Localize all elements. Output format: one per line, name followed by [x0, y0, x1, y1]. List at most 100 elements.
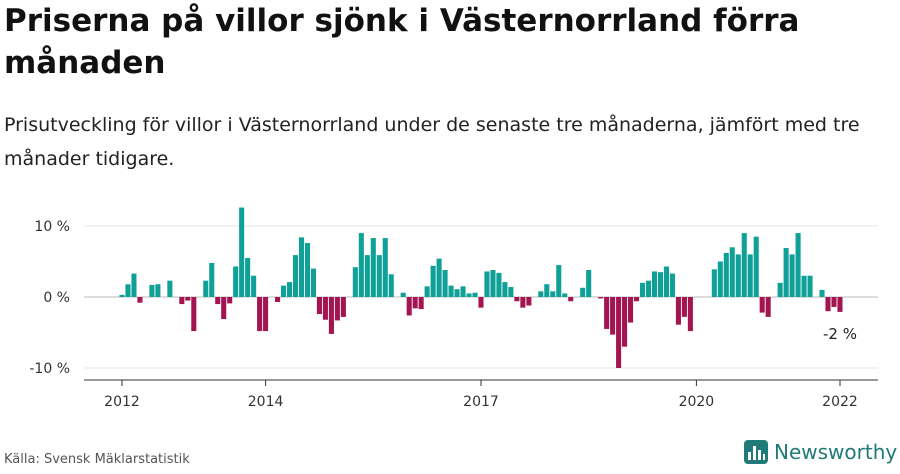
bar[interactable]: [209, 262, 215, 297]
bar[interactable]: [137, 297, 143, 303]
bar[interactable]: [717, 261, 723, 298]
bar[interactable]: [406, 297, 412, 316]
bar[interactable]: [735, 254, 741, 297]
bar[interactable]: [675, 297, 681, 325]
bar[interactable]: [382, 238, 388, 297]
bar[interactable]: [616, 297, 622, 368]
bar[interactable]: [245, 257, 251, 297]
bar[interactable]: [610, 297, 616, 335]
bar[interactable]: [687, 297, 693, 332]
bar[interactable]: [669, 273, 675, 297]
bar[interactable]: [657, 272, 664, 297]
bar[interactable]: [490, 270, 496, 297]
bar[interactable]: [442, 270, 448, 297]
bar[interactable]: [645, 280, 652, 297]
bar[interactable]: [388, 274, 394, 297]
bar[interactable]: [466, 293, 472, 297]
bar[interactable]: [424, 286, 430, 297]
bar[interactable]: [472, 292, 478, 297]
bar[interactable]: [622, 297, 628, 347]
bar[interactable]: [538, 291, 544, 297]
bar[interactable]: [544, 284, 550, 297]
bar[interactable]: [711, 269, 717, 297]
bar[interactable]: [448, 285, 454, 297]
bar[interactable]: [747, 254, 753, 297]
bar[interactable]: [275, 297, 281, 302]
bar[interactable]: [340, 297, 346, 317]
bar[interactable]: [663, 266, 669, 297]
bar[interactable]: [741, 233, 747, 297]
bar[interactable]: [604, 297, 610, 329]
bar[interactable]: [550, 291, 556, 297]
bar[interactable]: [478, 297, 484, 308]
bar[interactable]: [520, 297, 526, 308]
bar[interactable]: [167, 280, 173, 297]
bar[interactable]: [568, 297, 574, 302]
bar[interactable]: [765, 297, 771, 317]
bar[interactable]: [125, 284, 131, 297]
bar[interactable]: [203, 280, 209, 297]
bar[interactable]: [239, 207, 245, 297]
bar[interactable]: [526, 297, 532, 306]
bar[interactable]: [753, 236, 759, 297]
bar[interactable]: [131, 273, 137, 297]
bar[interactable]: [281, 285, 287, 297]
bar[interactable]: [783, 248, 789, 297]
bar[interactable]: [286, 282, 293, 297]
bar[interactable]: [179, 297, 185, 305]
bar[interactable]: [831, 297, 837, 307]
bar[interactable]: [298, 237, 305, 297]
bar[interactable]: [634, 297, 640, 302]
bar[interactable]: [484, 271, 490, 297]
bar[interactable]: [562, 293, 568, 297]
bar[interactable]: [400, 292, 406, 297]
bar[interactable]: [155, 284, 161, 297]
bar[interactable]: [819, 289, 825, 297]
bar[interactable]: [430, 265, 436, 297]
bar[interactable]: [418, 297, 424, 310]
bar[interactable]: [364, 255, 370, 297]
bar[interactable]: [352, 267, 358, 297]
bar[interactable]: [496, 272, 502, 297]
bar[interactable]: [639, 282, 646, 297]
bar[interactable]: [316, 297, 322, 315]
bar[interactable]: [322, 297, 328, 320]
bar[interactable]: [227, 297, 233, 304]
bar[interactable]: [191, 297, 197, 332]
bar[interactable]: [436, 258, 442, 297]
bar[interactable]: [586, 270, 592, 297]
bar[interactable]: [508, 287, 514, 297]
bar[interactable]: [310, 268, 316, 297]
bar[interactable]: [795, 233, 801, 297]
brand-logo[interactable]: Newsworthy: [744, 440, 897, 464]
bar[interactable]: [215, 297, 221, 305]
bar[interactable]: [681, 297, 687, 317]
bar[interactable]: [119, 294, 125, 297]
bar[interactable]: [454, 289, 460, 297]
bar[interactable]: [628, 297, 634, 323]
bar[interactable]: [759, 297, 765, 313]
bar[interactable]: [514, 297, 520, 302]
bar[interactable]: [412, 297, 418, 309]
bar[interactable]: [263, 297, 269, 332]
bar[interactable]: [358, 233, 364, 297]
bar[interactable]: [221, 297, 227, 320]
bar[interactable]: [825, 297, 831, 312]
bar[interactable]: [723, 252, 729, 297]
bar[interactable]: [304, 243, 311, 297]
bar[interactable]: [292, 255, 299, 297]
bar[interactable]: [777, 282, 783, 297]
bar[interactable]: [556, 265, 562, 297]
bar[interactable]: [789, 254, 795, 297]
bar[interactable]: [801, 275, 807, 297]
bar[interactable]: [328, 297, 334, 334]
bar[interactable]: [837, 297, 843, 312]
bar[interactable]: [651, 271, 658, 297]
bar[interactable]: [376, 255, 382, 297]
bar[interactable]: [149, 284, 155, 297]
bar[interactable]: [460, 286, 466, 297]
bar[interactable]: [185, 297, 191, 301]
bar[interactable]: [580, 287, 586, 297]
bar[interactable]: [370, 238, 376, 297]
bar[interactable]: [729, 247, 735, 297]
